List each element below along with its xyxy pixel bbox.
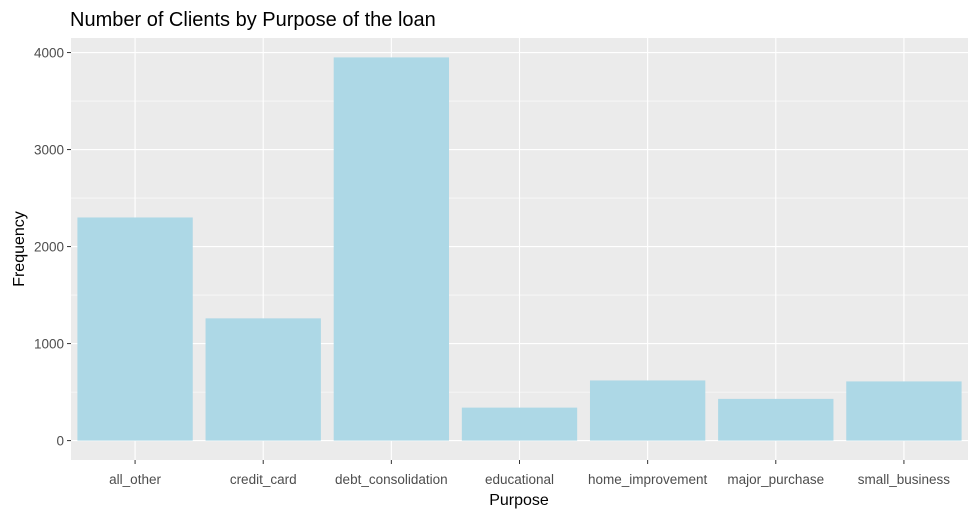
bar-small-business: [846, 381, 962, 441]
y-tick-label: 4000: [34, 46, 64, 61]
axis-ticks: 0 1000 2000 3000 4000 all_other credit_card deb…: [34, 46, 950, 487]
y-tick-label: 3000: [34, 143, 64, 158]
bar-major-purchase: [718, 398, 834, 441]
x-tick-label: home_improvement: [588, 472, 708, 487]
y-axis-title: Frequency: [11, 211, 28, 287]
y-tick-label: 0: [56, 434, 64, 449]
x-tick-label: major_purchase: [727, 472, 824, 487]
x-tick-label: small_business: [858, 472, 951, 487]
x-tick-label: debt_consolidation: [335, 472, 448, 487]
bar-all-other: [77, 217, 193, 441]
y-tick-label: 2000: [34, 240, 64, 255]
bar-educational: [461, 407, 578, 441]
x-tick-label: credit_card: [230, 472, 297, 487]
bar-debt-consolidation: [333, 57, 450, 441]
x-tick-label: all_other: [109, 472, 161, 487]
x-tick-label: educational: [485, 472, 554, 487]
x-axis-title: Purpose: [489, 492, 549, 509]
chart-title: Number of Clients by Purpose of the loan: [70, 9, 436, 31]
bar-credit-card: [205, 318, 321, 441]
bar-home-improvement: [589, 380, 706, 441]
bars: [77, 57, 962, 441]
y-tick-label: 1000: [34, 337, 64, 352]
